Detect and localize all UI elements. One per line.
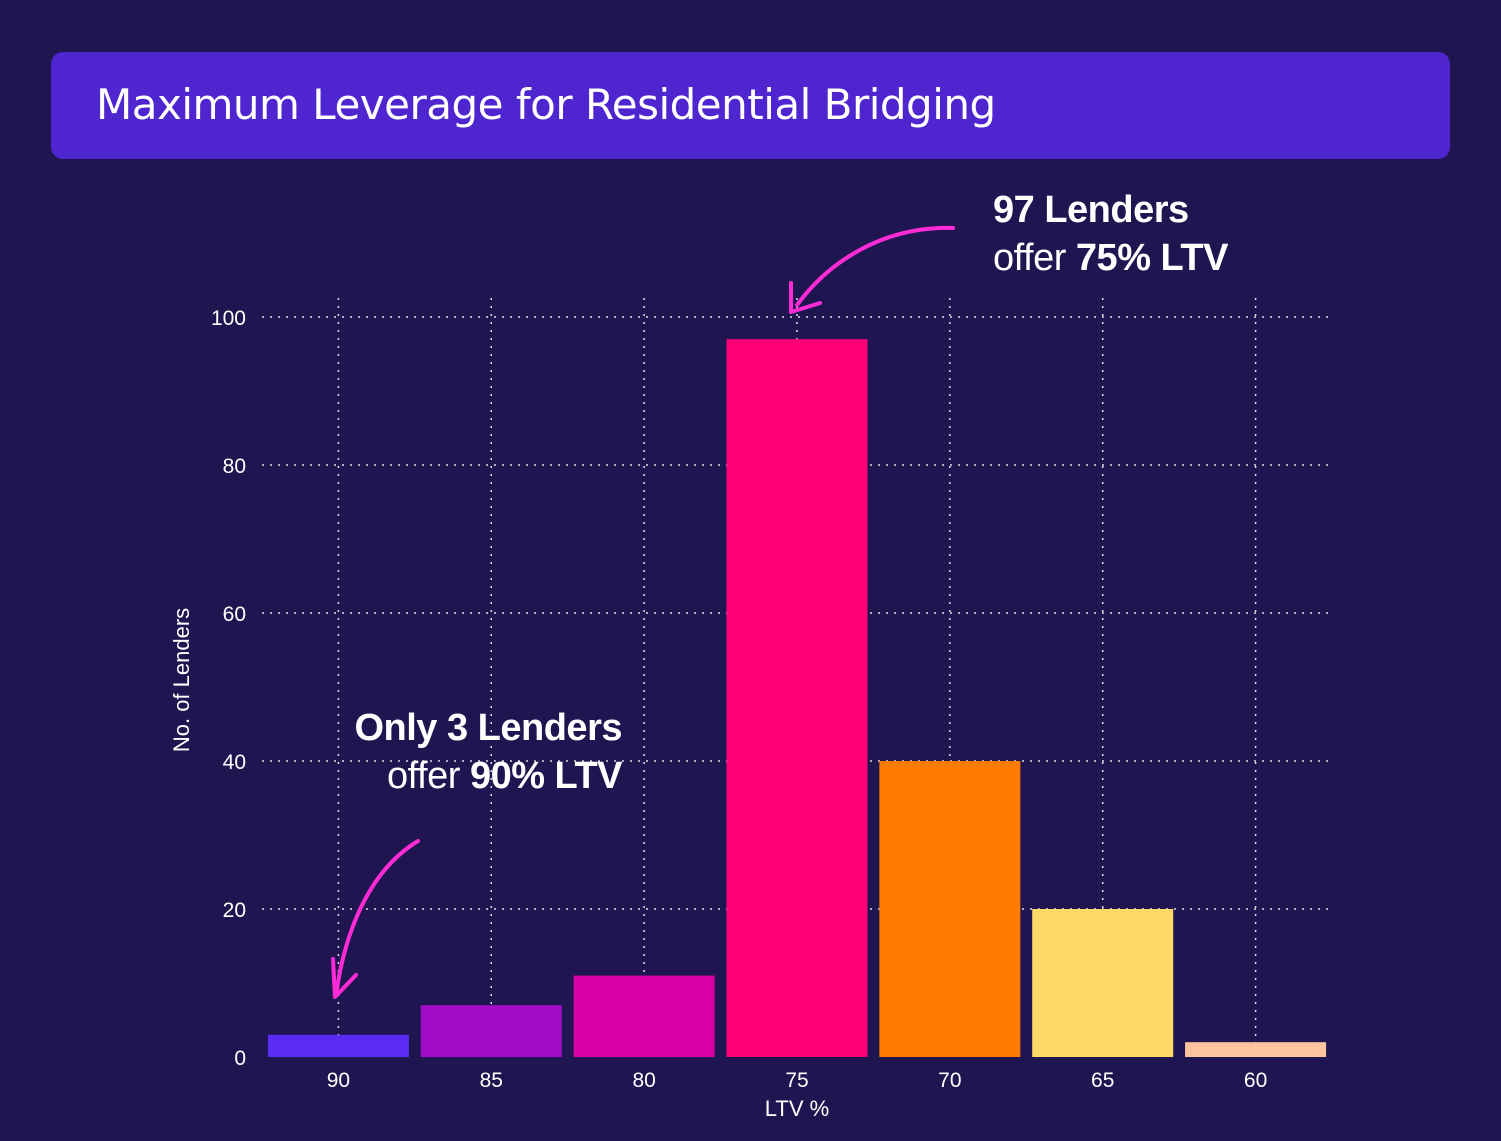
x-tick-label: 80	[632, 1069, 655, 1092]
bar-65	[1032, 909, 1174, 1057]
bar-60	[1185, 1042, 1327, 1057]
annotation-75-prefix: offer	[993, 237, 1076, 279]
annotation-90-strong: 90% LTV	[469, 755, 623, 797]
x-tick-label: 85	[480, 1069, 503, 1092]
x-axis-label: LTV %	[765, 1096, 829, 1121]
y-tick-label: 40	[223, 751, 246, 774]
x-tick-label: 60	[1244, 1069, 1267, 1092]
arrow-90-shaft	[334, 839, 420, 997]
annotation-75-line1: 97 Lenders	[993, 189, 1189, 231]
y-tick-label: 0	[234, 1047, 246, 1070]
x-tick-label: 90	[327, 1069, 350, 1092]
annotation-90-line1: Only 3 Lenders	[354, 707, 622, 749]
x-tick-label: 70	[938, 1069, 961, 1092]
tick-labels: 0 20 40 60 80 100 90 85 80 75 70 65 60	[211, 307, 1267, 1092]
title-banner: Maximum Leverage for Residential Bridgin…	[51, 52, 1450, 159]
bar-85	[420, 1005, 562, 1057]
bar-75	[726, 339, 868, 1057]
x-tick-label: 75	[785, 1069, 808, 1092]
arrow-75-shaft	[795, 225, 955, 307]
y-tick-label: 60	[223, 603, 246, 626]
y-axis-label: No. of Lenders	[169, 608, 194, 752]
y-tick-label: 80	[223, 455, 246, 478]
annotation-arrows	[331, 225, 955, 999]
x-tick-label: 65	[1091, 1069, 1114, 1092]
bar-70	[879, 761, 1021, 1057]
bar-90	[267, 1034, 409, 1057]
arrow-75-head	[789, 281, 822, 314]
annotation-90-ltv: Only 3 Lenders offer 90% LTV	[300, 704, 622, 800]
bars	[267, 339, 1327, 1057]
annotation-75-strong: 75% LTV	[1075, 237, 1229, 279]
chart-title: Maximum Leverage for Residential Bridgin…	[96, 80, 996, 129]
annotation-90-prefix: offer	[387, 755, 470, 797]
y-tick-label: 20	[223, 899, 246, 922]
annotation-75-ltv: 97 Lenders offer 75% LTV	[993, 186, 1228, 282]
bar-80	[573, 975, 715, 1057]
y-tick-label: 100	[211, 307, 246, 330]
arrow-90-head	[331, 957, 358, 999]
